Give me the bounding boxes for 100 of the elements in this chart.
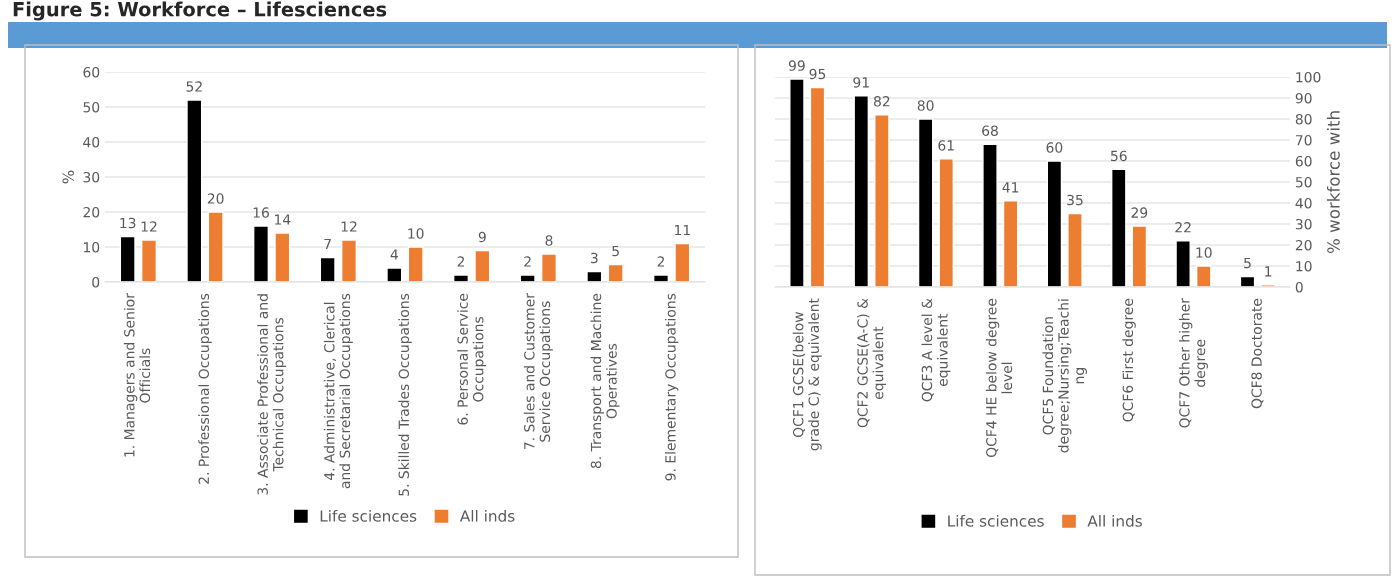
data-label: 41 xyxy=(1002,182,1019,193)
x-tick-label: QCF6 First degree xyxy=(1122,298,1136,422)
data-label: 80 xyxy=(917,100,934,111)
legend-label: Life sciences xyxy=(948,514,1044,527)
data-label: 2 xyxy=(524,256,531,267)
bar xyxy=(874,114,890,287)
data-label: 7 xyxy=(324,238,331,250)
data-label: 3 xyxy=(590,252,598,264)
y2-tick-label: 60 xyxy=(1295,155,1312,167)
bar xyxy=(809,86,826,287)
data-label: 11 xyxy=(675,224,690,236)
data-label: 2 xyxy=(657,256,665,267)
bar xyxy=(386,267,403,282)
x-tick-label: 7. Sales and Customer Service Occupations xyxy=(523,293,553,450)
y2-tick-label: 20 xyxy=(1295,239,1312,251)
x-tick-label: QCF2 GCSE(A-C) & equivalent xyxy=(857,298,887,428)
bar xyxy=(274,232,291,282)
x-tick-label: 9. Elementary Occupations xyxy=(664,293,679,481)
bar xyxy=(474,249,491,282)
bar xyxy=(1110,168,1127,287)
y2-tick-label: 30 xyxy=(1295,218,1312,230)
y2-tick-label: 50 xyxy=(1295,176,1312,188)
data-label: 95 xyxy=(809,68,826,80)
bar xyxy=(652,274,670,282)
y2-tick-label: 0 xyxy=(1295,281,1303,293)
data-label: 29 xyxy=(1131,207,1148,218)
bar xyxy=(1175,240,1191,287)
y2-tick-label: 10 xyxy=(1296,260,1312,272)
y-tick-label: 50 xyxy=(83,101,100,113)
y2-tick-label: 80 xyxy=(1295,113,1312,125)
legend-label: All inds xyxy=(459,509,515,522)
data-label: 20 xyxy=(207,193,224,204)
data-label: 16 xyxy=(253,207,269,218)
bar xyxy=(674,242,691,282)
data-label: 61 xyxy=(938,140,954,151)
bar xyxy=(252,225,270,282)
bar xyxy=(186,99,203,282)
bar xyxy=(982,143,998,287)
data-label: 10 xyxy=(408,228,424,239)
x-tick-label: QCF7 Other higher degree xyxy=(1178,298,1208,428)
data-label: 1 xyxy=(1265,266,1272,277)
data-label: 91 xyxy=(853,77,869,88)
y2-tick-label: 100 xyxy=(1296,71,1321,83)
bar xyxy=(1067,212,1083,287)
x-tick-label: 4. Administrative, Clerical and Secretarial Occupations xyxy=(323,293,353,489)
legend-label: Life sciences xyxy=(320,509,417,522)
y-axis-title: % xyxy=(62,170,74,184)
data-label: 12 xyxy=(141,221,157,232)
bar xyxy=(319,256,336,282)
bar xyxy=(1131,225,1148,287)
bar xyxy=(119,235,136,282)
bar xyxy=(917,118,934,287)
data-label: 13 xyxy=(120,217,136,229)
x-tick-label: 3. Associate Professional and Technical Occupations xyxy=(257,294,287,495)
data-label: 22 xyxy=(1175,222,1191,233)
data-label: 9 xyxy=(478,231,486,243)
bar xyxy=(607,263,624,282)
y-tick-label: 0 xyxy=(92,276,100,288)
y2-tick-label: 40 xyxy=(1295,197,1312,209)
x-tick-label: 1. Managers and Senior Officials xyxy=(123,293,151,457)
y2-tick-label: 70 xyxy=(1296,134,1312,146)
bar xyxy=(407,246,424,282)
data-label: 2 xyxy=(457,256,465,267)
data-label: 12 xyxy=(341,221,357,232)
bar xyxy=(853,95,870,287)
data-label: 99 xyxy=(788,60,805,71)
data-label: 35 xyxy=(1067,194,1083,206)
bar xyxy=(140,239,158,282)
y-tick-label: 40 xyxy=(83,136,100,148)
bar xyxy=(207,211,224,282)
data-label: 14 xyxy=(275,214,291,225)
bar xyxy=(1195,265,1212,287)
x-tick-label: QCF1 GCSE(below grade C) & equivalent xyxy=(792,298,822,451)
y-tick-label: 60 xyxy=(83,66,100,78)
legend-label: All inds xyxy=(1087,514,1142,527)
x-tick-label: 6. Personal Service Occupations xyxy=(457,293,487,425)
data-label: 56 xyxy=(1111,150,1127,162)
bar xyxy=(452,274,470,282)
x-tick-label: 2. Professional Occupations xyxy=(198,293,212,484)
y-tick-label: 30 xyxy=(83,171,100,183)
x-tick-label: QCF5 Foundation degree;Nursing;Teachi ng xyxy=(1042,299,1087,453)
bar xyxy=(1046,160,1063,287)
y-tick-label: 10 xyxy=(83,241,100,253)
y-tick-label: 20 xyxy=(83,206,100,218)
data-label: 5 xyxy=(1244,257,1251,269)
bar xyxy=(586,270,603,282)
bar xyxy=(938,158,955,287)
data-label: 60 xyxy=(1046,142,1063,153)
y2-tick-label: 90 xyxy=(1295,92,1312,104)
data-label: 68 xyxy=(982,125,998,136)
x-tick-label: QCF8 Doctorate xyxy=(1251,298,1264,409)
x-tick-label: 5. Skilled Trades Occupations xyxy=(398,293,412,496)
x-tick-label: 8. Transport and Machine Operatives xyxy=(590,293,620,469)
bar xyxy=(789,78,805,287)
x-tick-label: QCF4 HE below degree level xyxy=(985,298,1013,457)
data-label: 52 xyxy=(186,81,202,92)
data-label: 82 xyxy=(873,96,890,107)
bar xyxy=(340,239,358,282)
bar xyxy=(519,274,536,282)
data-label: 8 xyxy=(545,235,553,246)
